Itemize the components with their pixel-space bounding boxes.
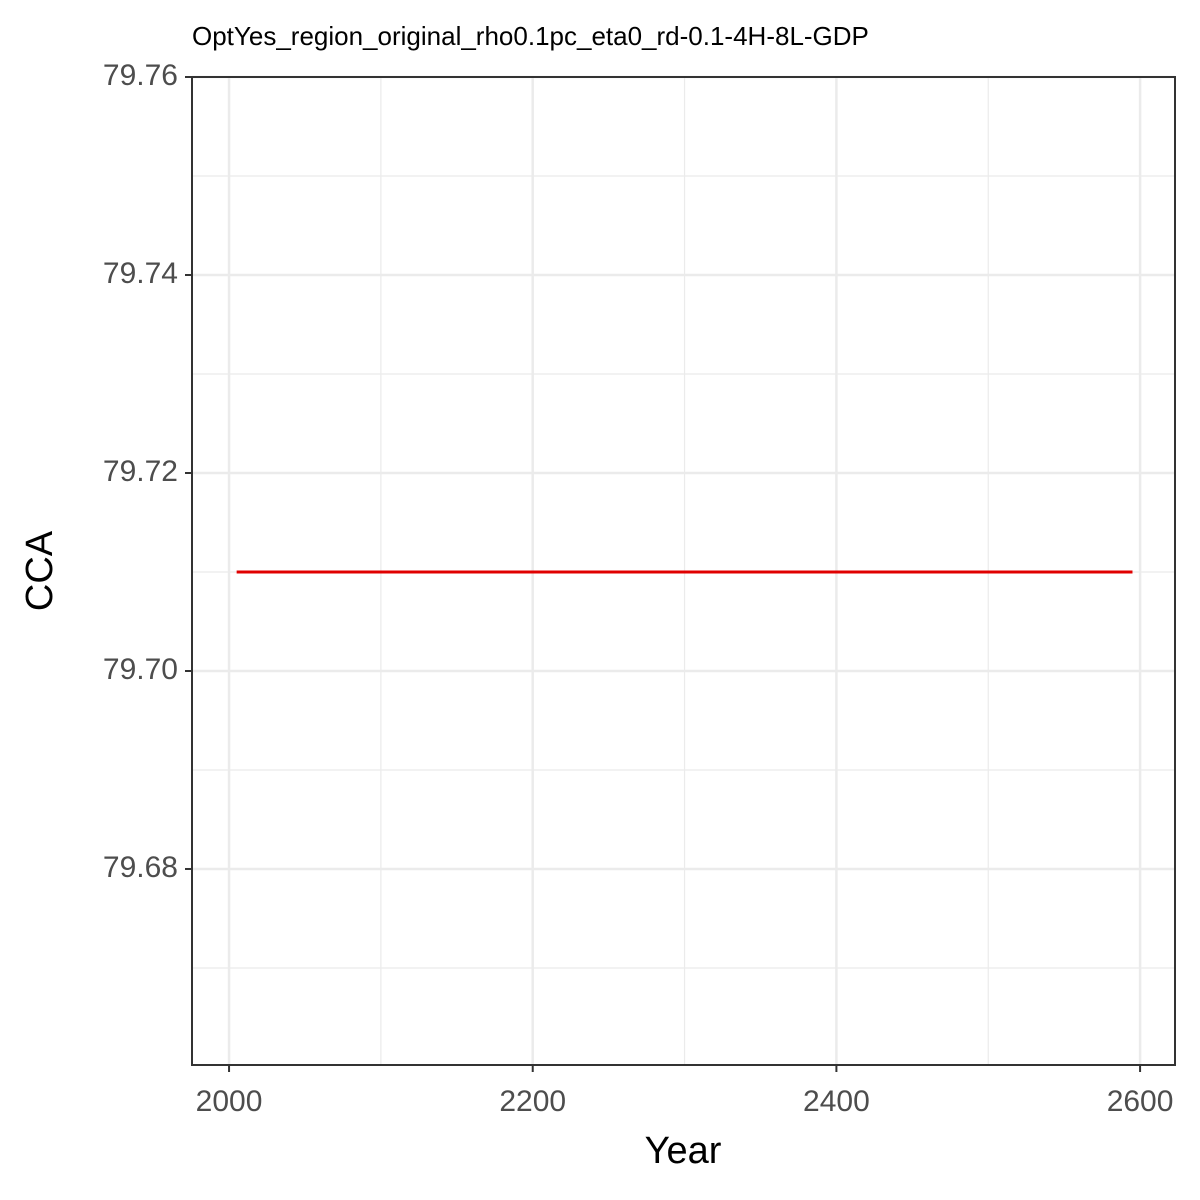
y-axis-title: CCA xyxy=(19,530,61,611)
y-tick-label: 79.70 xyxy=(103,653,178,686)
chart-title: OptYes_region_original_rho0.1pc_eta0_rd-… xyxy=(192,21,869,51)
x-tick-label: 2200 xyxy=(499,1085,566,1118)
x-tick-label: 2000 xyxy=(196,1085,263,1118)
y-tick-label: 79.76 xyxy=(103,59,178,92)
y-tick-label: 79.74 xyxy=(103,257,178,290)
y-tick-label: 79.72 xyxy=(103,455,178,488)
x-tick-label: 2400 xyxy=(803,1085,870,1118)
panel-border xyxy=(191,76,1176,1066)
x-axis-title: Year xyxy=(645,1130,722,1172)
y-tick-label: 79.68 xyxy=(103,851,178,884)
x-tick-label: 2600 xyxy=(1107,1085,1174,1118)
